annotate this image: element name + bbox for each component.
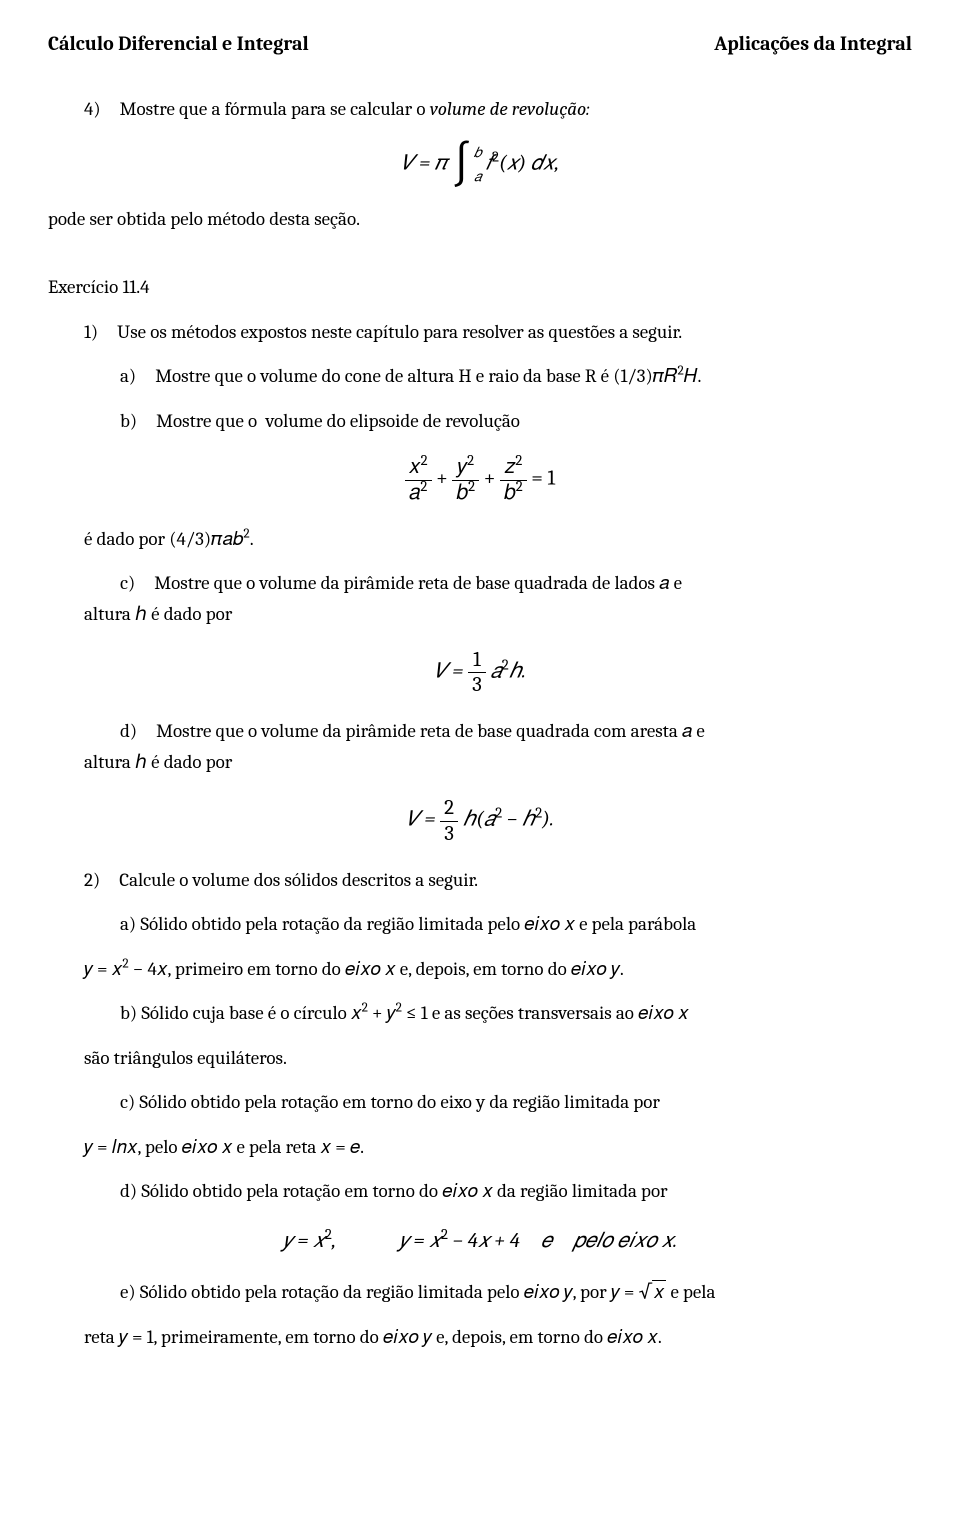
q1c-line2: altura ℎ é dado por <box>48 600 912 629</box>
q2b-pre: b) Sólido cuja base é o círculo 𝑥 <box>120 1002 362 1024</box>
q1a: a) Mostre que o volume do cone de altura… <box>48 362 912 391</box>
frac-1-3-den: 3 <box>468 673 486 697</box>
eq-ellipsoid: 𝑥2 𝑎2 + 𝑦2 𝑏2 + 𝑧2 𝑏2 = 1 <box>48 455 912 504</box>
q1b-given: é dado por (4/3)𝜋𝑎𝑏2. <box>48 525 912 554</box>
frac-1-3: 1 3 <box>468 648 486 697</box>
q1: 1) Use os métodos expostos neste capítul… <box>48 318 912 347</box>
problem-4-intro: 4) Mostre que a fórmula para se calcular… <box>48 95 912 124</box>
eq-integrand-tail: (𝑥) 𝑑𝑥, <box>499 151 559 175</box>
q2c-line2: 𝑦 = 𝑙𝑛𝑥, pelo 𝑒𝑖𝑥𝑜 𝑥 e pela reta 𝑥 = 𝑒. <box>48 1133 912 1162</box>
q2b-line1: b) Sólido cuja base é o círculo 𝑥2 + 𝑦2 … <box>48 999 912 1028</box>
den-b: 𝑏 <box>456 481 468 505</box>
eq-pyr1-a: 𝑎 <box>490 660 501 684</box>
plus1: + <box>436 467 452 491</box>
header-right: Aplicações da Integral <box>714 32 912 55</box>
q2a-eq-post: − 4𝑥, primeiro em torno do 𝑒𝑖𝑥𝑜 𝑥 e, dep… <box>129 958 624 980</box>
q1a-post: 𝐻. <box>684 365 702 387</box>
body: 4) Mostre que a fórmula para se calcular… <box>48 95 912 1352</box>
q2d: d) Sólido obtido pela rotação em torno d… <box>48 1177 912 1206</box>
eq-pyr1-h: ℎ. <box>509 660 526 684</box>
num-z: 𝑧 <box>504 455 515 479</box>
integral-symbol: ∫ 𝑏 𝑎 <box>452 144 472 185</box>
den-a: 𝑎 <box>409 481 420 505</box>
q1d-line1: d) Mostre que o volume da pirâmide reta … <box>48 717 912 746</box>
eq-pyr1-sup: 2 <box>502 657 509 674</box>
q1c-line1: c) Mostre que o volume da pirâmide reta … <box>48 569 912 598</box>
eq-pyr2-mid: ℎ(𝑎 <box>463 808 496 832</box>
q1b: b) Mostre que o volume do elipsoide de r… <box>48 407 912 436</box>
eq-f-sup: 2 <box>492 148 499 165</box>
q1b-given-pre: é dado por (4/3)𝜋𝑎𝑏 <box>84 528 243 550</box>
q2e-line2: reta 𝑦 = 1, primeiramente, em torno do 𝑒… <box>48 1323 912 1352</box>
q2a-eq-pre: 𝑦 = 𝑥 <box>84 958 122 980</box>
eq-eq1: = 1 <box>531 467 555 491</box>
q2b-mid: + 𝑦 <box>368 1002 396 1024</box>
eq-q2d-a: 𝑦 = 𝑥 <box>283 1229 325 1253</box>
eq-q2d-tail: − 4𝑥 + 4 𝑒 𝑝𝑒𝑙𝑜 𝑒𝑖𝑥𝑜 𝑥. <box>448 1229 677 1253</box>
q2: 2) Calcule o volume dos sólidos descrito… <box>48 866 912 895</box>
q1b-given-post: . <box>250 528 254 550</box>
eq-q2d-a-sup: 2 <box>325 1226 332 1243</box>
eq-pyramid-1: 𝑉 = 1 3 𝑎2ℎ. <box>48 648 912 697</box>
eq-pyr2-minus: − ℎ <box>502 808 535 832</box>
eq-pyr2-V: 𝑉 = <box>406 808 440 832</box>
q2a-eq: 𝑦 = 𝑥2 − 4𝑥, primeiro em torno do 𝑒𝑖𝑥𝑜 𝑥… <box>48 955 912 984</box>
p4-lead: 4) Mostre que a fórmula para se calcular… <box>84 98 430 120</box>
frac-2-3-num: 2 <box>440 796 458 821</box>
frac-z2-b2: 𝑧2 𝑏2 <box>500 455 527 504</box>
eq-q2d: 𝑦 = 𝑥2, 𝑦 = 𝑥2 − 4𝑥 + 4 𝑒 𝑝𝑒𝑙𝑜 𝑒𝑖𝑥𝑜 𝑥. <box>48 1226 912 1258</box>
header-left: Cálculo Diferencial e Integral <box>48 32 309 55</box>
eq-pyramid-2: 𝑉 = 2 3 ℎ(𝑎2 − ℎ2). <box>48 796 912 845</box>
num-x: 𝑥 <box>409 455 421 479</box>
q2e-pre: e) Sólido obtido pela rotação da região … <box>120 1281 639 1303</box>
eq-volume-revolution: 𝑉 = 𝜋 ∫ 𝑏 𝑎 𝑓2(𝑥) 𝑑𝑥, <box>48 144 912 185</box>
eq-q2d-b-sup: 2 <box>441 1226 448 1243</box>
q1a-pre: a) Mostre que o volume do cone de altura… <box>120 365 677 387</box>
q1d-line2: altura ℎ é dado por <box>48 748 912 777</box>
p4-italic: volume de revolução: <box>430 98 590 120</box>
q2b-post: ≤ 1 e as seções transversais ao 𝑒𝑖𝑥𝑜 𝑥 <box>402 1002 689 1024</box>
exercise-title: Exercício 11.4 <box>48 273 912 302</box>
p4-tail: pode ser obtida pelo método desta seção. <box>48 205 912 234</box>
frac-2-3: 2 3 <box>440 796 458 845</box>
q2c: c) Sólido obtido pela rotação em torno d… <box>48 1088 912 1117</box>
num-y: 𝑦 <box>457 455 467 479</box>
eq-pyr1-V: 𝑉 = <box>434 660 468 684</box>
eq-pyr2-tail: ). <box>542 808 554 832</box>
q2a: a) Sólido obtido pela rotação da região … <box>48 910 912 939</box>
frac-2-3-den: 3 <box>440 822 458 846</box>
frac-y2-b2: 𝑦2 𝑏2 <box>452 455 479 504</box>
q2e-post: e pela <box>666 1281 715 1303</box>
den-b2: 𝑏 <box>504 481 516 505</box>
frac-x2-a2: 𝑥2 𝑎2 <box>405 455 432 504</box>
plus2: + <box>484 467 500 491</box>
integral-upper: 𝑏 <box>474 142 482 163</box>
eq-q2d-sep: , 𝑦 = 𝑥 <box>332 1229 441 1253</box>
page-header: Cálculo Diferencial e Integral Aplicaçõe… <box>48 32 912 55</box>
eq-V-eq-pi: 𝑉 = 𝜋 <box>401 151 447 175</box>
sqrt-x: 𝑥 <box>639 1277 667 1307</box>
page: Cálculo Diferencial e Integral Aplicaçõe… <box>0 0 960 1517</box>
integral-lower: 𝑎 <box>474 166 482 187</box>
sqrt-radicand: 𝑥 <box>652 1280 667 1303</box>
q2e-line1: e) Sólido obtido pela rotação da região … <box>48 1277 912 1307</box>
frac-1-3-num: 1 <box>468 648 486 673</box>
q2b-line2: são triângulos equiláteros. <box>48 1044 912 1073</box>
